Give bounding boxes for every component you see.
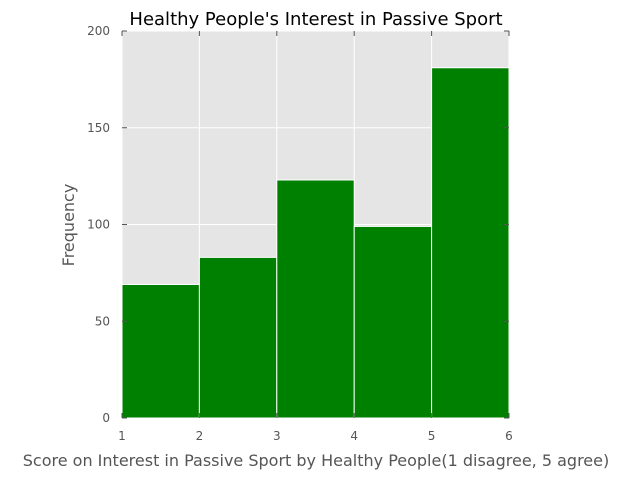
x-tick-labels: 1 2 3 4 5 6 — [118, 429, 513, 443]
y-tick-label: 200 — [87, 24, 110, 38]
bar-1 — [121, 283, 200, 419]
bar-4 — [353, 225, 433, 419]
y-tick-label: 50 — [95, 314, 110, 328]
y-tick-label: 100 — [87, 218, 110, 232]
x-tick-label: 6 — [505, 429, 513, 443]
y-tick-labels: 0 50 100 150 200 — [87, 24, 110, 425]
bar-2 — [198, 256, 278, 419]
x-tick-label: 2 — [196, 429, 204, 443]
x-tick-label: 3 — [273, 429, 281, 443]
bars — [121, 67, 510, 419]
y-axis-label: Frequency — [59, 184, 78, 267]
y-tick-label: 0 — [102, 411, 110, 425]
tick-marks — [121, 30, 510, 419]
bar-5 — [431, 67, 510, 419]
x-tick-label: 5 — [428, 429, 436, 443]
x-tick-label: 1 — [118, 429, 126, 443]
chart-title: Healthy People's Interest in Passive Spo… — [129, 9, 502, 30]
y-tick-label: 150 — [87, 121, 110, 135]
x-axis-label: Score on Interest in Passive Sport by He… — [23, 451, 609, 470]
bar-3 — [276, 179, 355, 419]
x-tick-label: 4 — [350, 429, 358, 443]
